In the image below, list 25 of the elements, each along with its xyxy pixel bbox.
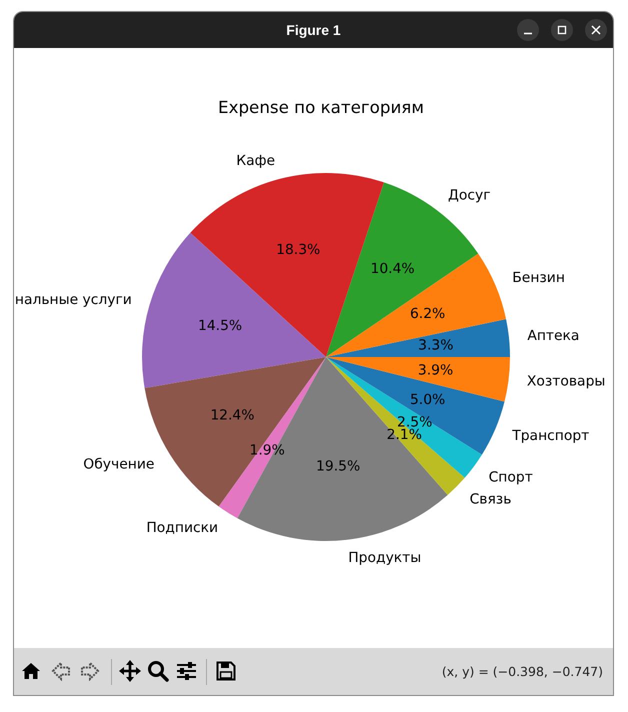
data-label: 3.9%: [418, 362, 454, 378]
data-label: 19.5%: [316, 458, 360, 475]
slice-label: нальные услуги: [14, 292, 132, 308]
slice-label: Аптека: [527, 328, 580, 344]
slice-label: Досуг: [448, 188, 491, 204]
slice-label: Продукты: [348, 550, 422, 566]
slice-label: Хозтовары: [526, 374, 606, 390]
slice-label: Транспорт: [511, 428, 590, 444]
slice-label: Кафе: [236, 153, 276, 170]
toolbar: (x, y) = (−0.398, −0.747): [14, 648, 613, 695]
slice-label: Подписки: [146, 520, 218, 536]
data-label: 10.4%: [370, 260, 415, 277]
data-label: 18.3%: [276, 242, 320, 258]
slice-label: Обучение: [83, 456, 154, 472]
slice-label: Бензин: [512, 270, 565, 286]
window-title-bar: Figure 1: [14, 12, 613, 48]
data-label: 12.4%: [210, 408, 254, 424]
pie-slice: [142, 232, 326, 388]
data-label: 14.5%: [198, 318, 242, 334]
slice-label: Спорт: [488, 470, 533, 486]
chart-title: Expense по категориям: [218, 97, 424, 117]
data-label: 3.3%: [418, 338, 454, 354]
slice-label: Связь: [470, 492, 512, 508]
data-label: 5.0%: [410, 392, 446, 408]
data-label: 6.2%: [410, 306, 446, 322]
